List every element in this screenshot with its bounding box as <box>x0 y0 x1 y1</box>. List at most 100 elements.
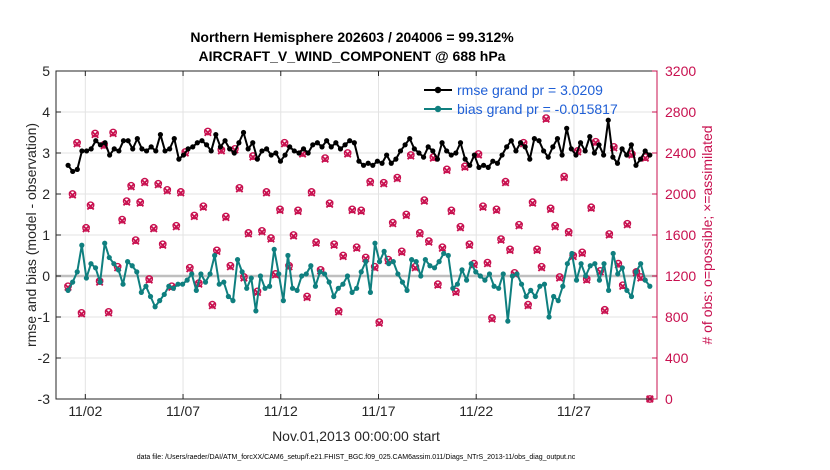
obs-possible-point-95 <box>492 205 501 214</box>
x-tick-label-5: 11/27 <box>557 403 591 419</box>
obs-possible-point-59 <box>330 240 339 249</box>
obs-assimilated-stroke-b-97 <box>501 178 510 187</box>
obs-assimilated-stroke-b-102 <box>524 301 532 310</box>
obs-possible-point-75 <box>402 210 411 219</box>
obs-assimilated-stroke-b-19 <box>149 225 158 233</box>
series-1-point-125 <box>638 261 644 267</box>
obs-assimilated-point-57 <box>321 155 329 163</box>
obs-assimilated-stroke-b-60 <box>334 308 343 316</box>
series-0-point-90 <box>481 162 487 168</box>
data-file-footnote: data file: /Users/raeder/DAI/ATM_forcXX/… <box>137 454 576 461</box>
obs-assimilated-point-63 <box>348 206 357 215</box>
obs-possible-point-68 <box>370 262 379 271</box>
series-0-point-33 <box>217 144 224 150</box>
obs-possible-point-22 <box>163 185 172 194</box>
obs-possible-point-86 <box>452 287 460 296</box>
series-0-point-95 <box>504 144 510 150</box>
series-1-point-44 <box>267 283 273 289</box>
obs-assimilated-point-85 <box>447 207 456 216</box>
obs-assimilated-point-70 <box>379 179 388 188</box>
obs-assimilated-stroke-b-92 <box>479 203 487 212</box>
series-1-point-89 <box>473 269 479 275</box>
series-1-point-108 <box>560 283 566 289</box>
obs-assimilated-stroke-b-58 <box>325 200 334 209</box>
obs-assimilated-point-98 <box>506 246 514 255</box>
obs-possible-point-108 <box>551 221 560 230</box>
obs-assimilated-stroke-b-20 <box>154 180 163 189</box>
series-0-point-85 <box>457 140 464 146</box>
series-0-point-41 <box>254 156 260 162</box>
obs-assimilated-stroke-b-111 <box>564 229 573 237</box>
series-1-point-59 <box>335 285 341 291</box>
series-1-point-61 <box>344 273 351 279</box>
obs-assimilated-point-3 <box>77 310 86 318</box>
series-1-point-109 <box>564 261 570 267</box>
obs-assimilated-stroke-b-127 <box>637 274 645 282</box>
obs-possible-point-5 <box>86 201 95 210</box>
obs-assimilated-point-103 <box>528 199 537 208</box>
y2-tick-label-6: 800 <box>665 309 689 325</box>
obs-assimilated-stroke-b-18 <box>145 276 154 284</box>
series-1-point-23 <box>170 285 177 291</box>
obs-assimilated-stroke-b-40 <box>244 230 253 238</box>
obs-assimilated-stroke-b-1 <box>68 191 77 199</box>
obs-assimilated-stroke-b-87 <box>456 223 465 232</box>
series-1-point-97 <box>509 273 515 279</box>
series-0-point-103 <box>541 148 547 154</box>
series-0-point-50 <box>296 150 302 156</box>
series-0-point-46 <box>277 158 284 164</box>
series-1-point-87 <box>463 277 470 283</box>
series-1-point-95 <box>500 271 506 277</box>
obs-assimilated-stroke-b-69 <box>375 319 384 327</box>
series-0-point-49 <box>291 148 297 154</box>
series-1-point-35 <box>225 293 231 300</box>
obs-possible-point-106 <box>542 114 551 123</box>
series-1-point-67 <box>372 240 378 246</box>
series-0-point-27 <box>190 144 196 150</box>
series-1-point-90 <box>477 273 483 279</box>
series-1-point-48 <box>285 252 291 259</box>
obs-assimilated-stroke-b-32 <box>208 301 217 310</box>
obs-possible-point-85 <box>447 206 456 215</box>
x-tick-label-0: 11/02 <box>68 403 102 419</box>
obs-possible-point-62 <box>343 149 352 157</box>
series-0-point-98 <box>517 140 524 146</box>
obs-assimilated-stroke-b-96 <box>497 236 505 244</box>
series-0-point-107 <box>559 152 565 158</box>
obs-assimilated-point-93 <box>483 259 492 268</box>
obs-assimilated-point-16 <box>136 199 145 208</box>
obs-assimilated-stroke-b-17 <box>140 178 149 187</box>
series-1-point-91 <box>482 277 488 283</box>
series-0-point-104 <box>545 154 551 160</box>
obs-possible-point-57 <box>321 154 330 163</box>
obs-assimilated-point-104 <box>533 246 541 255</box>
obs-assimilated-stroke-b-52 <box>298 150 307 158</box>
obs-assimilated-point-120 <box>605 231 614 239</box>
obs-assimilated-stroke-b-2 <box>73 139 81 148</box>
series-0-point-4 <box>83 148 90 154</box>
chart-title: Northern Hemisphere 202603 / 204006 = 99… <box>190 29 514 45</box>
obs-assimilated-point-22 <box>163 187 172 195</box>
series-0-point-42 <box>259 148 265 154</box>
series-0-point-70 <box>388 160 394 166</box>
series-1-point-65 <box>363 259 369 265</box>
series-0-point-16 <box>139 146 145 152</box>
obs-possible-point-76 <box>406 151 415 159</box>
obs-possible-point-65 <box>357 206 366 215</box>
obs-possible-point-92 <box>479 202 487 211</box>
obs-assimilated-stroke-b-6 <box>91 130 99 139</box>
obs-assimilated-stroke-b-41 <box>249 153 257 161</box>
series-1-point-57 <box>326 279 332 285</box>
obs-assimilated-point-108 <box>551 222 559 231</box>
series-0-point-72 <box>397 148 404 154</box>
series-1-point-73 <box>399 279 406 285</box>
series-0-point-10 <box>111 146 117 152</box>
obs-assimilated-stroke-b-24 <box>172 222 181 231</box>
obs-assimilated-point-12 <box>118 216 126 225</box>
obs-assimilated-stroke-b-47 <box>276 206 284 215</box>
series-0-point-44 <box>268 152 274 158</box>
series-1-point-14 <box>129 263 135 269</box>
series-0-point-94 <box>499 152 505 158</box>
series-1-point-42 <box>257 273 264 279</box>
y2-tick-label-3: 2000 <box>665 186 696 202</box>
